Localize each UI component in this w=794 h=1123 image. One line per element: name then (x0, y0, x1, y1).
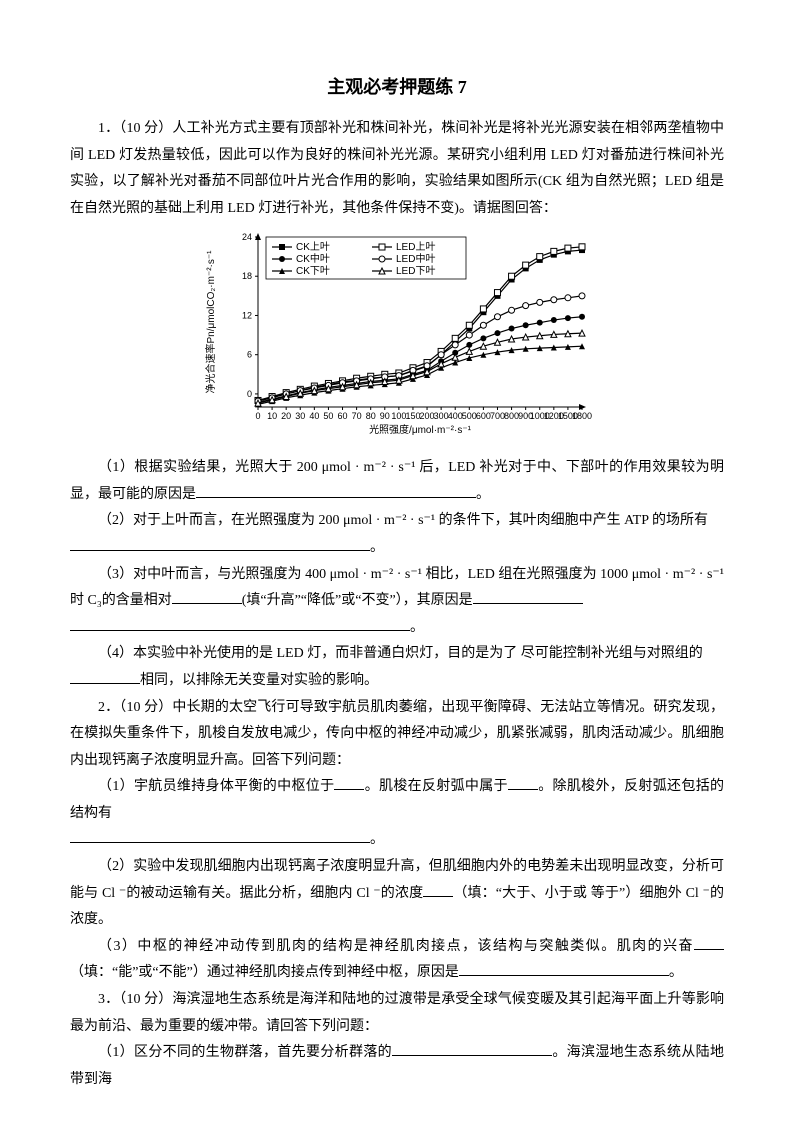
chart: 0 6 12 18 24 0 10 20 30 40 50 60 70 80 901001502003004… (70, 227, 724, 448)
q2-p2: （2）实验中发现肌细胞内出现钙离子浓度明显升高，但肌细胞内外的电势差未出现明显改… (70, 854, 724, 934)
svg-text:40: 40 (309, 411, 319, 421)
q1-p4b: 相同，以排除无关变量对实验的影响。 (140, 673, 378, 688)
q1-p1a: （1）根据实验结果，光照大于 200 μmol · m⁻² · s⁻¹ 后，LE… (70, 460, 724, 502)
q1-p3b: (填“升高”“降低”或“不变”），其原因是 (242, 593, 473, 608)
svg-text:LED上叶: LED上叶 (396, 241, 435, 253)
svg-text:60: 60 (338, 411, 348, 421)
q3-p1: （1）区分不同的生物群落，首先要分析群落的。海滨湿地生态系统从陆地带到海 (70, 1040, 724, 1093)
svg-text:24: 24 (242, 232, 252, 242)
svg-text:光照强度/μmol·m⁻²·s⁻¹: 光照强度/μmol·m⁻²·s⁻¹ (369, 423, 472, 436)
svg-text:12: 12 (242, 310, 252, 320)
svg-text:90: 90 (380, 411, 390, 421)
q3-p1a: （1）区分不同的生物群落，首先要分析群落的 (98, 1045, 392, 1060)
svg-text:20: 20 (281, 411, 291, 421)
q1-p3c: 。 (410, 620, 424, 635)
q3-intro: 3．（10 分）海滨湿地生态系统是海洋和陆地的过渡带是承受全球气候变暖及其引起海… (70, 987, 724, 1040)
page-title: 主观必考押题练 7 (70, 70, 724, 104)
q1-p4: （4）本实验中补光使用的是 LED 灯，而非普通白炽灯，目的是为了 尽可能控制补… (70, 641, 724, 668)
q2-p3b: （填：“能”或“不能”）通过神经肌肉接点传到神经中枢，原因是 (70, 965, 459, 980)
svg-text:300: 300 (434, 411, 449, 421)
svg-text:0: 0 (247, 388, 252, 398)
q2-intro: 2．（10 分）中长期的太空飞行可导致宇航员肌肉萎缩，出现平衡障碍、无法站立等情… (70, 695, 724, 775)
svg-text:30: 30 (295, 411, 305, 421)
q2-p1b: 。肌梭在反射弧中属于 (364, 779, 508, 794)
q1-p1b: 。 (476, 487, 490, 502)
q1-p3: （3）对中叶而言，与光照强度为 400 μmol · m⁻² · s⁻¹ 相比，… (70, 562, 724, 615)
svg-text:CK上叶: CK上叶 (296, 241, 330, 253)
svg-text:50: 50 (323, 411, 333, 421)
svg-text:200: 200 (420, 411, 435, 421)
q1-p1: （1）根据实验结果，光照大于 200 μmol · m⁻² · s⁻¹ 后，LE… (70, 455, 724, 508)
svg-text:70: 70 (352, 411, 362, 421)
q1-p4a: （4）本实验中补光使用的是 LED 灯，而非普通白炽灯，目的是为了 尽可能控制补… (98, 646, 703, 661)
q2-p3c: 。 (669, 965, 683, 980)
q2-p1a: （1）宇航员维持身体平衡的中枢位于 (98, 779, 334, 794)
q2-p1: （1）宇航员维持身体平衡的中枢位于。肌梭在反射弧中属于。除肌梭外，反射弧还包括的… (70, 774, 724, 827)
svg-text:1800: 1800 (572, 411, 592, 421)
svg-text:18: 18 (242, 271, 252, 281)
svg-text:600: 600 (476, 411, 491, 421)
svg-text:6: 6 (247, 349, 252, 359)
svg-text:LED中叶: LED中叶 (396, 252, 435, 265)
svg-text:净光合速率Pn/μmolCO₂·m⁻²·s⁻¹: 净光合速率Pn/μmolCO₂·m⁻²·s⁻¹ (204, 249, 217, 393)
q1-p2a: （2）对于上叶而言，在光照强度为 200 μmol · m⁻² · s⁻¹ 的条… (98, 513, 708, 528)
q1-p2: （2）对于上叶而言，在光照强度为 200 μmol · m⁻² · s⁻¹ 的条… (70, 508, 724, 535)
q2-p1d: 。 (370, 832, 384, 847)
svg-text:800: 800 (504, 411, 519, 421)
svg-text:400: 400 (448, 411, 463, 421)
svg-text:150: 150 (405, 411, 420, 421)
svg-text:100: 100 (391, 411, 406, 421)
svg-text:80: 80 (366, 411, 376, 421)
svg-text:CK下叶: CK下叶 (296, 265, 330, 277)
svg-text:CK中叶: CK中叶 (296, 252, 330, 265)
svg-text:700: 700 (490, 411, 505, 421)
q2-p3: （3）中枢的神经冲动传到肌肉的结构是神经肌肉接点，该结构与突触类似。肌肉的兴奋 （… (70, 934, 724, 987)
svg-text:0: 0 (255, 411, 260, 421)
q1-p2b: 。 (370, 540, 384, 555)
svg-text:LED下叶: LED下叶 (396, 265, 435, 277)
svg-text:500: 500 (462, 411, 477, 421)
q2-p3a: （3）中枢的神经冲动传到肌肉的结构是神经肌肉接点，该结构与突触类似。肌肉的兴奋 (98, 939, 694, 954)
svg-text:10: 10 (267, 411, 277, 421)
q1-intro: 1．（10 分）人工补光方式主要有顶部补光和株间补光，株间补光是将补光光源安装在… (70, 116, 724, 222)
